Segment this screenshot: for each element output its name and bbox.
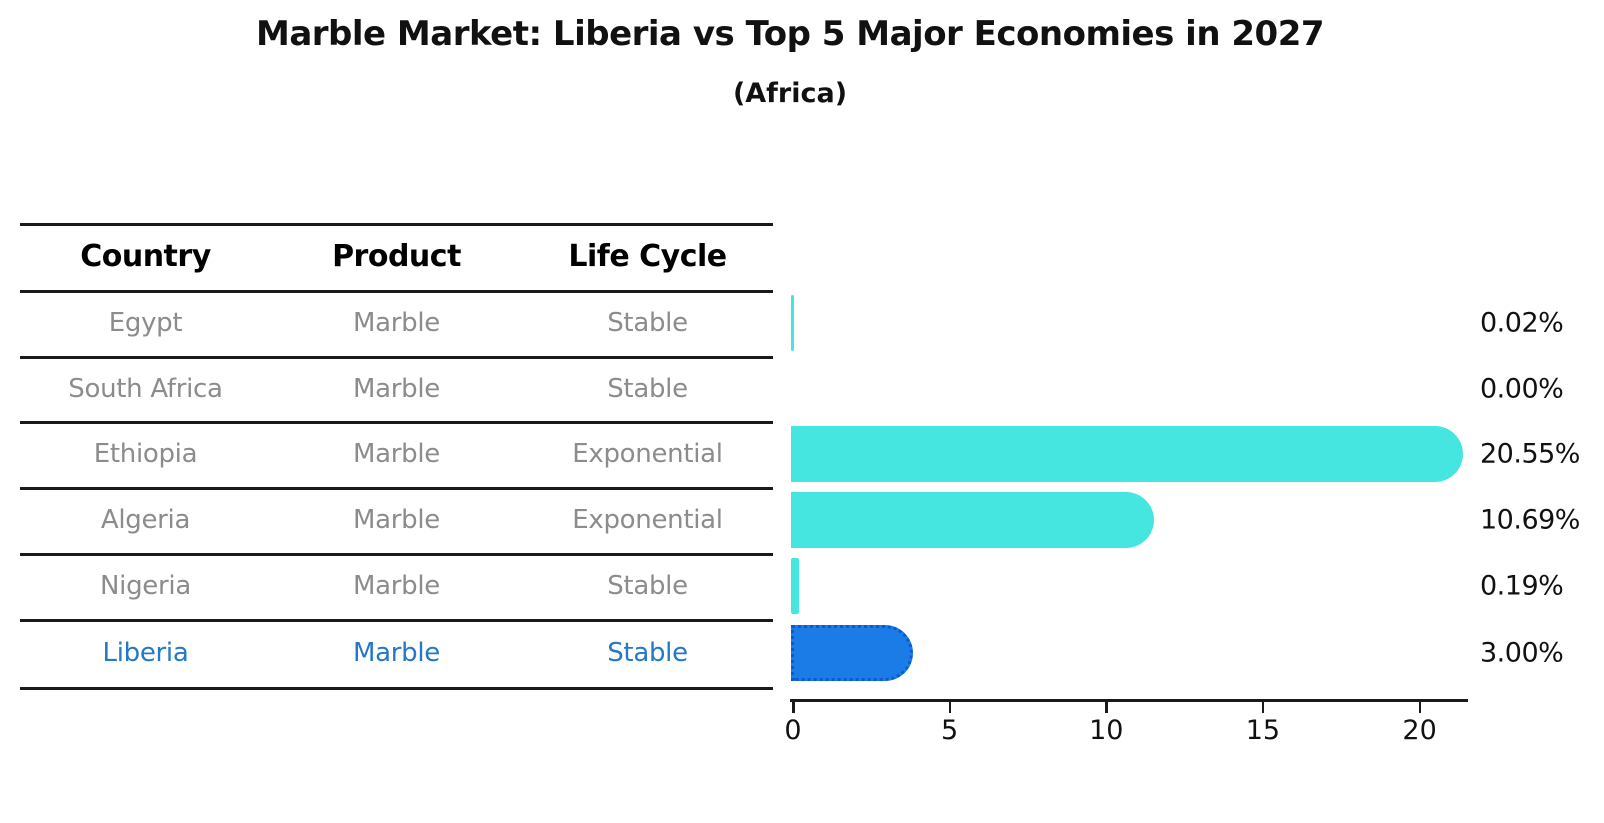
table-row-egypt: Egypt Marble Stable [20,290,773,356]
table-rule [20,687,773,690]
bar-egypt [791,295,794,351]
cell-country: Liberia [102,638,189,668]
bar-value-label: 10.69% [1480,504,1580,536]
page-title: Marble Market: Liberia vs Top 5 Major Ec… [255,14,1325,54]
cell-life-cycle: Exponential [572,505,723,535]
x-tick-mark [948,702,952,713]
x-tick-mark [1261,702,1265,713]
table-rule [20,356,773,359]
bar-nigeria [791,558,799,614]
cell-life-cycle: Exponential [572,439,723,469]
x-axis [790,699,1468,702]
x-tick-label: 10 [1089,715,1124,746]
x-tick-mark [1418,702,1422,713]
cell-country: Nigeria [100,571,191,601]
cell-product: Marble [353,638,440,668]
cell-product: Marble [353,505,440,535]
cell-product: Marble [353,308,440,338]
cell-country: South Africa [68,373,223,404]
bar-ethiopia [791,426,1463,482]
bar-value-label: 3.00% [1480,637,1564,669]
x-tick-mark [1105,702,1108,713]
page-subtitle: (Africa) [732,78,848,109]
table-rule [20,553,773,556]
table-row-nigeria: Nigeria Marble Stable [20,553,773,619]
table-rule [20,421,773,424]
cell-country: Algeria [100,505,191,535]
table-rule [20,223,773,226]
cell-product: Marble [353,571,440,601]
cell-life-cycle: Stable [607,571,688,601]
cell-life-cycle: Stable [607,373,688,404]
table-header-life-cycle: Life Cycle [568,239,727,274]
x-tick-mark [792,702,795,713]
cell-life-cycle: Stable [607,638,688,668]
table-row-algeria: Algeria Marble Exponential [20,487,773,553]
table-rule [20,487,773,490]
table-row-liberia: Liberia Marble Stable [20,619,773,687]
bar-value-label: 0.00% [1480,373,1564,404]
cell-life-cycle: Stable [607,308,688,338]
bar-value-label: 20.55% [1480,438,1580,470]
cell-country: Egypt [108,308,183,338]
table-header-country: Country [80,239,211,274]
table-row-ethiopia: Ethiopia Marble Exponential [20,421,773,487]
x-tick-label: 0 [784,715,802,746]
table-rule [20,290,773,293]
bar-algeria [791,492,1154,548]
bar-liberia [791,625,913,681]
bar-value-label: 0.02% [1480,307,1564,339]
table-row-south-africa: South Africa Marble Stable [20,356,773,421]
cell-country: Ethiopia [93,439,198,469]
table-rule [20,619,773,622]
x-tick-label: 20 [1402,715,1437,746]
cell-product: Marble [353,439,440,469]
table-header-product: Product [332,239,461,274]
x-tick-label: 15 [1245,715,1281,746]
x-tick-label: 5 [941,715,959,746]
bar-value-label: 0.19% [1480,570,1564,602]
table-header-row: Country Product Life Cycle [20,223,773,290]
cell-product: Marble [353,373,440,404]
